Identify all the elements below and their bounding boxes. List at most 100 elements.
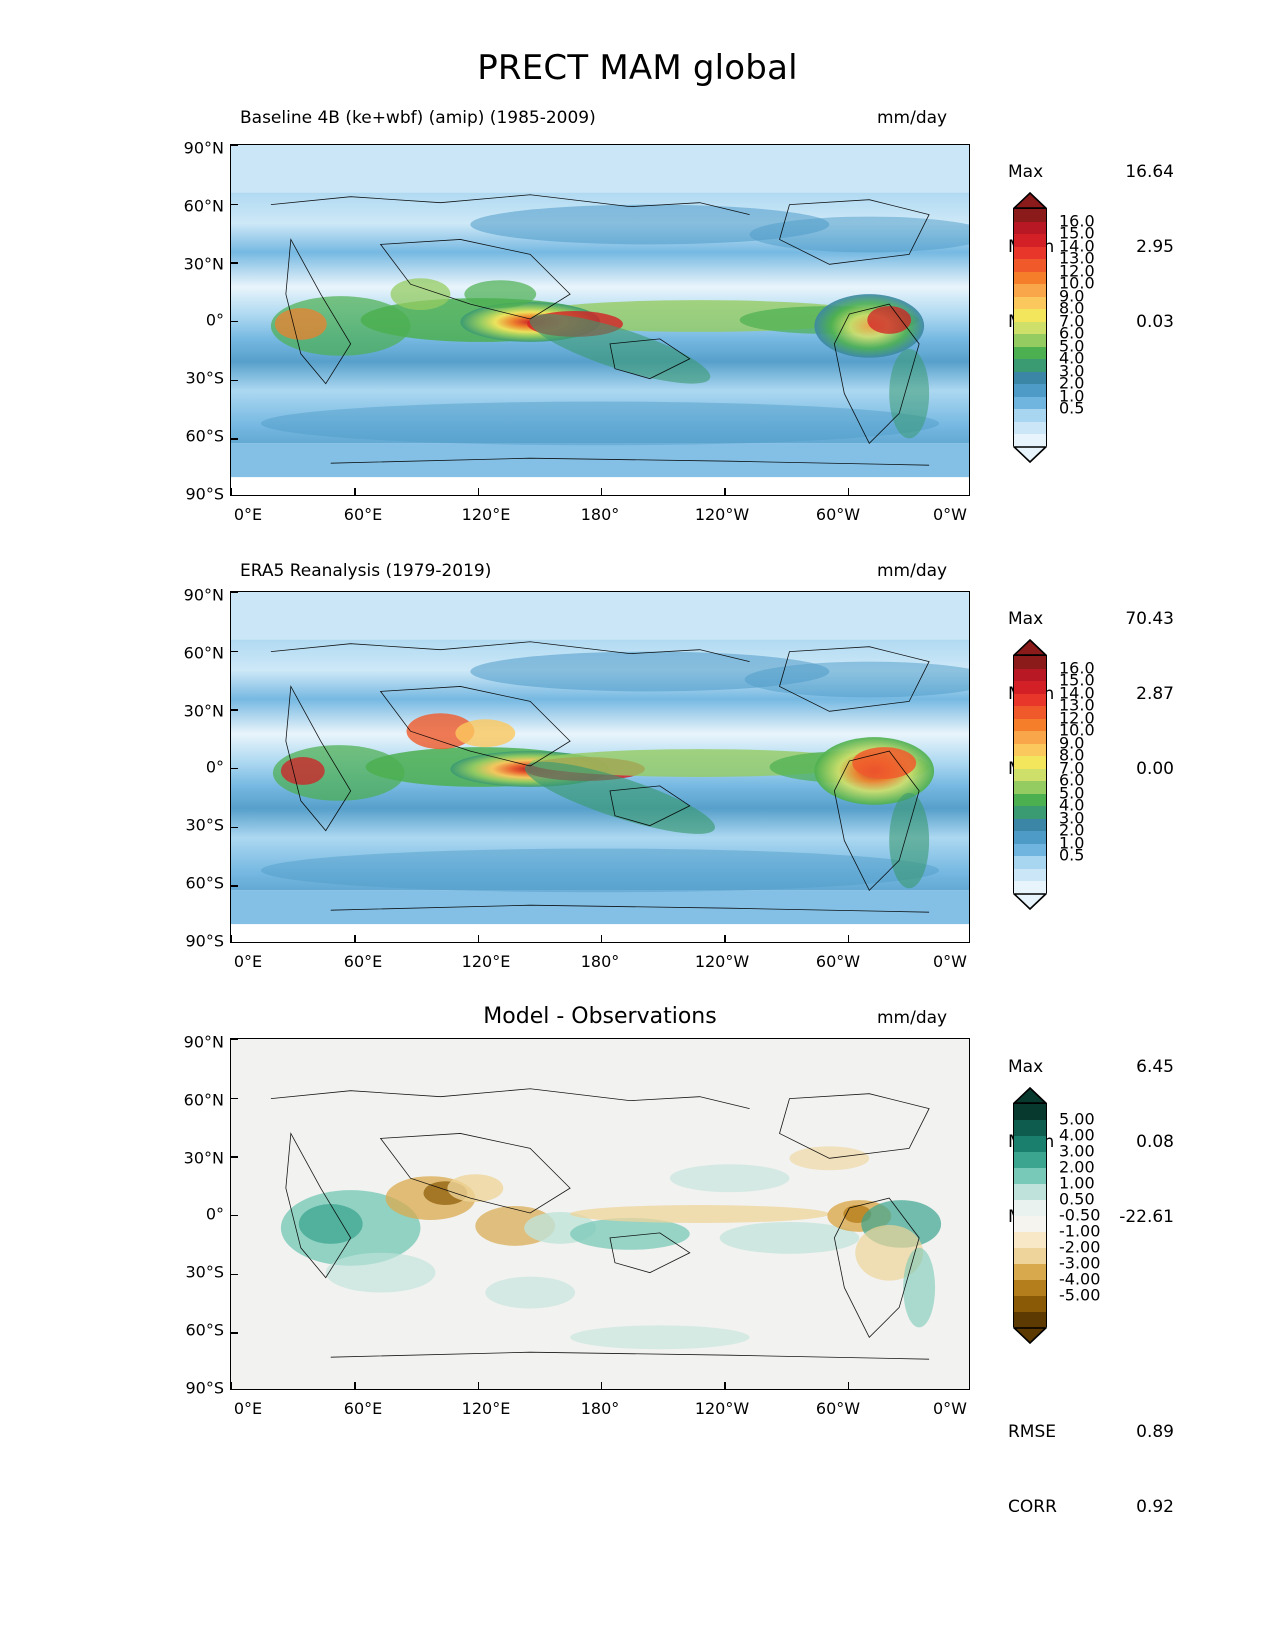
- colorbar-tick-label: 13.0: [1059, 695, 1095, 715]
- colorbar-band: [1014, 1280, 1046, 1297]
- y-tick: [231, 650, 238, 653]
- colorbar-extend-up: [1013, 1087, 1047, 1104]
- xlabel-60w-model: 60°W: [815, 505, 861, 524]
- colorbar-tick-label: 4.0: [1059, 348, 1085, 368]
- y-tick: [231, 1039, 238, 1041]
- x-tick: [231, 1382, 233, 1389]
- colorbar-tick-label: 14.0: [1059, 236, 1095, 256]
- map-difference[interactable]: [230, 1038, 970, 1390]
- xlabel-120w-difference: 120°W: [694, 1399, 750, 1418]
- xlabel-120e-difference: 120°E: [461, 1399, 511, 1418]
- xlabel-60e-model: 60°E: [343, 505, 383, 524]
- colorbar-band: [1014, 768, 1046, 782]
- x-tick: [724, 935, 726, 942]
- x-tick: [724, 488, 726, 495]
- colorbar-tick-label: -3.00: [1059, 1253, 1101, 1273]
- panel-difference-title: Model - Observations: [483, 1004, 717, 1029]
- colorbar-band: [1014, 409, 1046, 423]
- colorbar-model: 16.0 15.0 14.0 13.0 12.0 10.0 9.0 8.0 7.0 6.0 5.0 4…: [1013, 192, 1163, 477]
- metric-rmse: RMSE 0.89: [1008, 1420, 1174, 1445]
- y-tick: [231, 262, 238, 264]
- colorbar-tick-label: 0.50: [1059, 1189, 1095, 1209]
- colorbar-band: [1014, 1168, 1046, 1185]
- colorbar-band: [1014, 843, 1046, 858]
- colorbar-extend-down: [1013, 1327, 1047, 1345]
- colorbar-tick-label: -1.00: [1059, 1221, 1101, 1241]
- colorbar-tick-label: 12.0: [1059, 708, 1095, 728]
- colorbar-band: [1014, 371, 1046, 385]
- panel-model-units: mm/day: [877, 108, 948, 128]
- metric-corr: CORR 0.92: [1008, 1495, 1174, 1520]
- colorbar-band: [1014, 309, 1046, 323]
- colorbar-band: [1014, 743, 1046, 757]
- x-tick: [601, 488, 603, 495]
- metric-corr-label: CORR: [1008, 1497, 1057, 1517]
- ylabel-60s-observation: 60°S: [185, 873, 224, 893]
- colorbar-band: [1014, 1248, 1046, 1265]
- ylabel-60n-difference: 60°N: [183, 1090, 224, 1110]
- colorbar-band: [1014, 668, 1046, 682]
- colorbar-tick-label: -5.00: [1059, 1285, 1101, 1305]
- colorbar-tick-label: 9.0: [1059, 733, 1085, 753]
- map-model[interactable]: [230, 144, 970, 496]
- colorbar-extend-down: [1013, 446, 1047, 464]
- colorbar-band: [1014, 818, 1046, 832]
- colorbar-gradient: [1013, 655, 1047, 895]
- xlabel-0e-observation: 0°E: [233, 952, 263, 971]
- colorbar-extend-up: [1013, 639, 1047, 656]
- ylabel-0-difference: 0°: [205, 1204, 224, 1224]
- x-tick: [477, 488, 480, 495]
- colorbar-band: [1014, 856, 1046, 870]
- y-tick: [231, 709, 238, 711]
- colorbar-band: [1014, 1296, 1046, 1313]
- ylabel-90s-difference: 90°S: [185, 1378, 224, 1398]
- y-tick: [231, 438, 238, 440]
- colorbar-band: [1014, 421, 1046, 436]
- map-observation[interactable]: [230, 591, 970, 943]
- panel-difference-units: mm/day: [877, 1008, 948, 1028]
- x-tick: [231, 935, 233, 942]
- colorbar-band: [1014, 706, 1046, 720]
- stat-max-model-label: Max: [1008, 162, 1044, 182]
- colorbar-tick-label: 1.0: [1059, 833, 1085, 853]
- colorbar-tick-label: 0.5: [1059, 398, 1085, 418]
- figure-suptitle: PRECT MAM global: [477, 48, 798, 88]
- stat-min-difference-value: -22.61: [1119, 1207, 1174, 1227]
- colorbar-band: [1014, 806, 1046, 820]
- metric-rmse-label: RMSE: [1008, 1422, 1057, 1442]
- x-tick: [354, 935, 356, 942]
- colorbar-band: [1014, 656, 1046, 670]
- map-difference-field: [231, 1039, 969, 1389]
- colorbar-tick-label: 2.00: [1059, 1157, 1095, 1177]
- colorbar-band: [1014, 1264, 1046, 1281]
- ylabel-30n-difference: 30°N: [183, 1148, 224, 1168]
- ylabel-90n-model: 90°N: [183, 138, 224, 158]
- colorbar-tick-label: 15.0: [1059, 223, 1095, 243]
- colorbar-band: [1014, 396, 1046, 411]
- colorbar-tick-label: 2.0: [1059, 820, 1085, 840]
- colorbar-tick-label: 9.0: [1059, 286, 1085, 306]
- y-tick: [231, 1332, 238, 1334]
- x-tick: [477, 935, 480, 942]
- colorbar-tick-label: 16.0: [1059, 658, 1095, 678]
- stat-max-difference-value: 6.45: [1136, 1057, 1174, 1077]
- colorbar-tick-label: 5.00: [1059, 1109, 1095, 1129]
- colorbar-tick-label: 2.0: [1059, 373, 1085, 393]
- colorbar-band: [1014, 731, 1046, 745]
- y-tick: [231, 203, 238, 206]
- colorbar-band: [1014, 296, 1046, 310]
- ylabel-0-model: 0°: [205, 310, 224, 330]
- colorbar-tick-label: 0.5: [1059, 845, 1085, 865]
- xlabel-180-difference: 180°: [580, 1399, 620, 1418]
- colorbar-band: [1014, 868, 1046, 883]
- xlabel-120e-model: 120°E: [461, 505, 511, 524]
- map-observation-field: [231, 592, 969, 942]
- ylabel-30s-difference: 30°S: [185, 1262, 224, 1282]
- ylabel-30s-model: 30°S: [185, 368, 224, 388]
- stat-mean-observation-value: 2.87: [1136, 684, 1174, 704]
- x-tick: [601, 1382, 603, 1389]
- ylabel-60s-model: 60°S: [185, 426, 224, 446]
- colorbar-band: [1014, 346, 1046, 360]
- ylabel-90s-observation: 90°S: [185, 931, 224, 951]
